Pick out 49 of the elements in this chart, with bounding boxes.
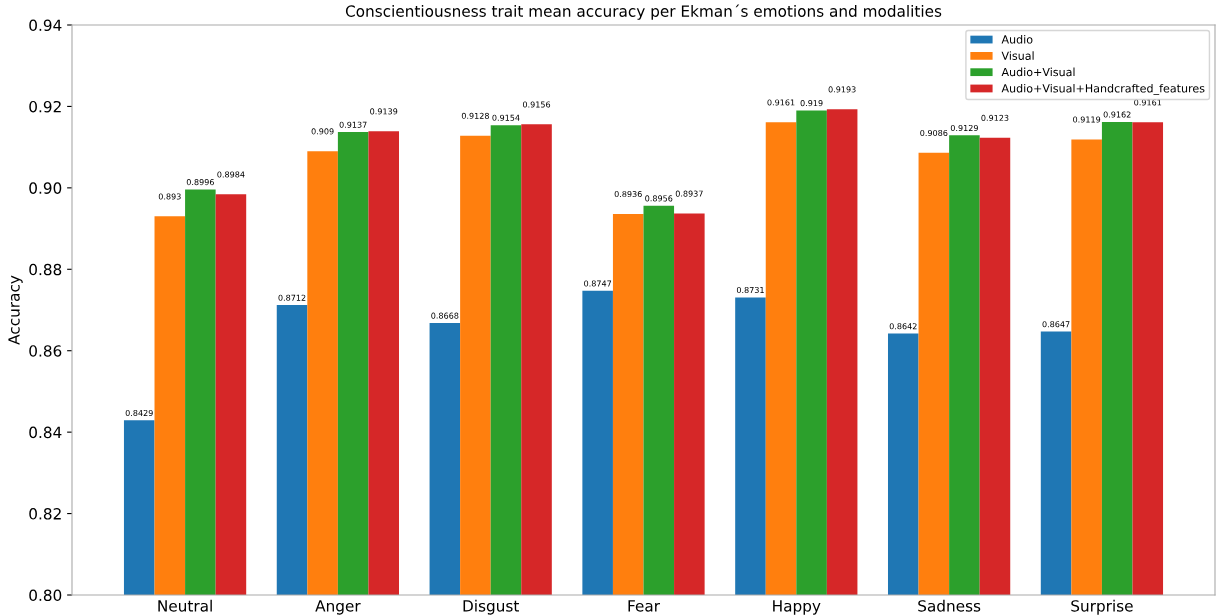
x-tick-label: Neutral bbox=[158, 599, 212, 612]
y-tick-label: 0.90 bbox=[29, 182, 62, 194]
data-label: 0.8731 bbox=[736, 286, 764, 294]
data-label: 0.9193 bbox=[828, 86, 856, 93]
data-label: 0.9154 bbox=[492, 114, 520, 121]
y-tick-label: 0.82 bbox=[29, 508, 61, 520]
data-label: 0.919 bbox=[800, 100, 823, 107]
data-label: 0.8747 bbox=[584, 280, 612, 287]
y-axis-title: Accuracy bbox=[8, 275, 23, 345]
data-label: 0.893 bbox=[158, 193, 181, 200]
data-label: 0.909 bbox=[311, 128, 334, 135]
data-label: 0.8642 bbox=[889, 323, 917, 330]
y-tick-label: 0.94 bbox=[29, 19, 62, 32]
data-label: 0.8668 bbox=[431, 312, 459, 319]
data-label: 0.8996 bbox=[186, 179, 214, 186]
data-label: 0.9086 bbox=[920, 129, 948, 136]
data-label: 0.9137 bbox=[339, 121, 367, 128]
y-tick-label: 0.86 bbox=[29, 345, 62, 357]
y-tick-label: 0.92 bbox=[29, 100, 61, 113]
x-tick-label: Surprise bbox=[1071, 599, 1133, 615]
legend-label: Audio+Visual+Handcrafted_features bbox=[1001, 83, 1205, 95]
x-tick-label: Sadness bbox=[918, 599, 981, 612]
x-tick-label: Anger bbox=[315, 600, 361, 615]
legend-label: Visual bbox=[1001, 51, 1034, 60]
y-tick-label: 0.84 bbox=[29, 426, 62, 439]
x-tick-label: Disgust bbox=[463, 599, 519, 615]
data-label: 0.9161 bbox=[767, 99, 795, 106]
data-label: 0.8937 bbox=[675, 190, 703, 197]
chart-title: Conscientiousness trait mean accuracy per Ekman´s emotions and modalities bbox=[345, 4, 942, 20]
data-label: 0.8956 bbox=[645, 195, 673, 202]
data-label: 0.8647 bbox=[1042, 321, 1070, 328]
data-label: 0.9128 bbox=[461, 112, 489, 119]
x-tick-label: Happy bbox=[773, 600, 821, 615]
data-label: 0.9129 bbox=[950, 124, 978, 131]
data-label: 0.9162 bbox=[1103, 111, 1131, 118]
data-label: 0.9123 bbox=[981, 114, 1009, 121]
y-tick-label: 0.80 bbox=[29, 589, 62, 602]
data-label: 0.8712 bbox=[278, 294, 306, 301]
data-label: 0.9139 bbox=[370, 108, 398, 115]
legend-label: Audio+Visual bbox=[1001, 67, 1075, 77]
data-label: 0.8936 bbox=[614, 190, 642, 198]
data-label: 0.8429 bbox=[125, 409, 153, 416]
y-tick-label: 0.88 bbox=[29, 263, 62, 276]
data-label: 0.9156 bbox=[522, 101, 551, 108]
x-tick-label: Fear bbox=[628, 600, 660, 612]
data-label: 0.9161 bbox=[1134, 99, 1162, 106]
data-label: 0.8984 bbox=[217, 171, 245, 178]
legend-label: Audio bbox=[1001, 35, 1033, 44]
data-label: 0.9119 bbox=[1073, 116, 1101, 123]
